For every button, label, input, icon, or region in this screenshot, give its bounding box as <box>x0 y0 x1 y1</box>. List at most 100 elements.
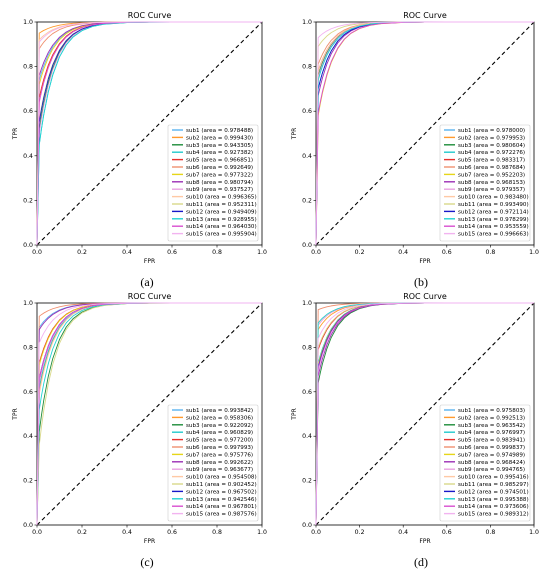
legend-entry: sub7 (area = 0.952203) <box>458 172 525 178</box>
legend-entry: sub10 (area = 0.995416) <box>458 475 529 481</box>
chart-title: ROC Curve <box>128 11 172 20</box>
y-tick-label: 0.6 <box>23 108 33 115</box>
x-tick-label: 0.8 <box>212 529 222 536</box>
legend-entry: sub8 (area = 0.968424) <box>458 460 525 466</box>
legend-entry: sub13 (area = 0.978299) <box>458 217 529 223</box>
legend-entry: sub7 (area = 0.975776) <box>186 452 253 458</box>
legend-entry: sub10 (area = 0.996365) <box>186 195 257 201</box>
legend-entry: sub12 (area = 0.967502) <box>186 489 257 495</box>
x-tick-label: 0.2 <box>355 529 365 536</box>
legend: sub1 (area = 0.993842)sub2 (area = 0.958… <box>167 404 259 522</box>
legend-entry: sub8 (area = 0.980794) <box>186 180 253 186</box>
legend-entry: sub15 (area = 0.989312) <box>458 512 529 518</box>
y-tick-label: 0.2 <box>23 478 33 485</box>
legend-entry: sub1 (area = 0.993842) <box>186 408 253 414</box>
x-tick-label: 0.6 <box>167 529 177 536</box>
legend-entry: sub9 (area = 0.937527) <box>186 187 253 193</box>
x-tick-label: 0.6 <box>442 249 452 256</box>
y-axis-label: TPR <box>291 128 298 140</box>
legend-entry: sub6 (area = 0.997993) <box>186 445 253 451</box>
y-tick-label: 0.4 <box>23 153 33 160</box>
legend: sub1 (area = 0.978488)sub2 (area = 0.999… <box>167 124 259 242</box>
y-tick-label: 1.0 <box>23 300 33 307</box>
legend-entry: sub14 (area = 0.967801) <box>186 504 257 510</box>
legend-entry: sub13 (area = 0.942546) <box>186 497 257 503</box>
legend-entry: sub12 (area = 0.949409) <box>186 209 257 215</box>
chance-diagonal <box>36 21 263 246</box>
chart-title: ROC Curve <box>403 292 447 301</box>
y-tick-label: 0.8 <box>23 344 33 351</box>
legend-entry: sub15 (area = 0.995904) <box>186 232 257 238</box>
legend-entry: sub4 (area = 0.960829) <box>186 430 253 436</box>
y-tick-label: 0.4 <box>302 153 312 160</box>
legend-entry: sub7 (area = 0.974989) <box>458 452 525 458</box>
panel-caption: (c) <box>140 555 153 569</box>
chance-diagonal <box>315 302 535 526</box>
legend-entry: sub14 (area = 0.964030) <box>186 224 257 230</box>
y-axis-label: TPR <box>291 408 298 420</box>
x-axis-label: FPR <box>419 538 430 545</box>
x-tick-label: 0.2 <box>77 529 87 536</box>
legend-entry: sub11 (area = 0.985297) <box>458 482 529 488</box>
chart-title: ROC Curve <box>403 11 447 20</box>
legend-entry: sub10 (area = 0.954508) <box>186 475 257 481</box>
panel-caption: (a) <box>140 275 153 289</box>
legend-box <box>439 124 531 242</box>
chart-title: ROC Curve <box>128 292 172 301</box>
x-tick-label: 0.0 <box>311 529 321 536</box>
legend-entry: sub11 (area = 0.952311) <box>186 202 257 208</box>
legend-entry: sub1 (area = 0.978488) <box>186 128 253 134</box>
roc-panel-1: ROC Curve 0.0 0.2 0.4 0.6 0.8 1.0 0.0 0.2 0.4 0.6 0… <box>291 11 539 265</box>
x-tick-label: 0.0 <box>32 529 42 536</box>
legend-entry: sub7 (area = 0.977322) <box>186 172 253 178</box>
x-tick-label: 0.0 <box>32 249 42 256</box>
x-tick-label: 0.2 <box>77 249 87 256</box>
legend-entry: sub9 (area = 0.963677) <box>186 467 253 473</box>
panel-caption: (d) <box>414 555 428 569</box>
x-tick-label: 0.4 <box>398 529 408 536</box>
roc-line-15 <box>315 302 534 526</box>
legend-entry: sub12 (area = 0.974501) <box>458 489 529 495</box>
legend-entry: sub4 (area = 0.972276) <box>458 150 525 156</box>
legend-entry: sub9 (area = 0.979357) <box>458 187 525 193</box>
legend-entry: sub15 (area = 0.996663) <box>458 232 529 238</box>
x-axis-label: FPR <box>144 258 155 265</box>
legend-entry: sub15 (area = 0.987576) <box>186 512 257 518</box>
roc-panel-3: ROC Curve 0.0 0.2 0.4 0.6 0.8 1.0 0.0 0.2 0.4 0.6 0… <box>291 292 539 545</box>
legend-entry: sub5 (area = 0.983317) <box>458 158 525 164</box>
legend-entry: sub4 (area = 0.927382) <box>186 150 253 156</box>
legend-entry: sub14 (area = 0.973606) <box>458 504 529 510</box>
x-tick-label: 0.6 <box>442 529 452 536</box>
chance-diagonal <box>36 302 263 526</box>
legend-entry: sub2 (area = 0.979953) <box>458 135 525 141</box>
legend-entry: sub6 (area = 0.992649) <box>186 165 253 171</box>
legend-entry: sub5 (area = 0.977200) <box>186 438 253 444</box>
roc-line-15 <box>36 302 262 526</box>
roc-panel-0: ROC Curve 0.0 0.2 0.4 0.6 0.8 1.0 0.0 0.2 0.4 0.6 0… <box>12 11 267 265</box>
y-tick-label: 0.8 <box>302 64 312 71</box>
x-tick-label: 0.4 <box>122 529 132 536</box>
y-tick-label: 0.0 <box>302 242 312 249</box>
y-tick-label: 0.0 <box>23 242 33 249</box>
y-tick-label: 1.0 <box>302 300 312 307</box>
y-tick-label: 0.8 <box>23 64 33 71</box>
x-axis-label: FPR <box>419 258 430 265</box>
x-tick-label: 0.8 <box>212 249 222 256</box>
legend-entry: sub8 (area = 0.992622) <box>186 460 253 466</box>
x-axis-label: FPR <box>144 538 155 545</box>
legend-entry: sub1 (area = 0.975803) <box>458 408 525 414</box>
legend-box <box>167 404 259 522</box>
x-tick-label: 0.4 <box>122 249 132 256</box>
x-tick-label: 0.4 <box>398 249 408 256</box>
y-tick-label: 0.6 <box>302 108 312 115</box>
x-tick-label: 1.0 <box>257 249 267 256</box>
roc-panel-2: ROC Curve 0.0 0.2 0.4 0.6 0.8 1.0 0.0 0.2 0.4 0.6 0… <box>12 292 267 545</box>
legend: sub1 (area = 0.978000)sub2 (area = 0.979… <box>439 124 531 242</box>
legend-entry: sub2 (area = 0.999430) <box>186 135 253 141</box>
y-tick-label: 0.2 <box>302 197 312 204</box>
y-tick-label: 0.8 <box>302 344 312 351</box>
chance-diagonal <box>315 21 535 246</box>
panel-caption: (b) <box>414 275 428 289</box>
legend-box <box>167 124 259 242</box>
x-tick-label: 1.0 <box>529 249 539 256</box>
